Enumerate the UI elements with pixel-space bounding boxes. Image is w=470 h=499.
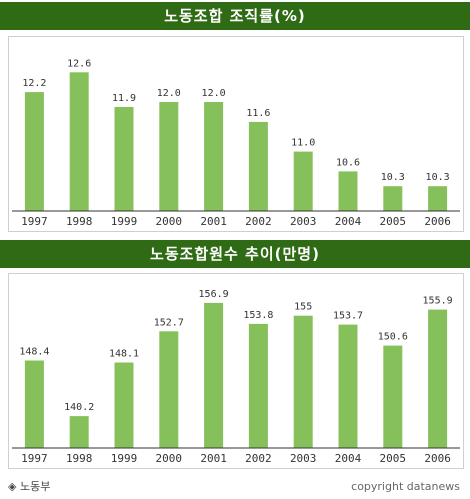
members-bar-2004 <box>338 324 358 448</box>
rate-tick-label-1998: 1998 <box>66 215 93 228</box>
members-tick-label-1997: 1997 <box>21 452 48 465</box>
chart-1-title: 노동조합 조직률(%) <box>0 2 470 30</box>
rate-bar-1998 <box>69 72 89 211</box>
rate-tick-label-2005: 2005 <box>380 215 407 228</box>
members-value-label-2000: 152.7 <box>154 317 184 328</box>
rate-value-label-1999: 11.9 <box>112 93 136 104</box>
rate-bar-2002 <box>248 121 268 211</box>
rate-tick-label-2003: 2003 <box>290 215 317 228</box>
members-bar-1999 <box>114 362 134 448</box>
members-bar-2005 <box>383 345 403 448</box>
rate-value-label-2005: 10.3 <box>381 172 405 183</box>
members-value-label-1997: 148.4 <box>19 347 49 358</box>
copyright-note: copyright datanews <box>351 480 460 493</box>
rate-value-label-2001: 12.0 <box>202 88 226 99</box>
members-value-label-2001: 156.9 <box>199 289 229 300</box>
chart-2-panel: 148.4 1997 140.2 1998 148.1 1999 152.7 2000 156.… <box>8 273 464 469</box>
rate-value-label-2006: 10.3 <box>426 172 450 183</box>
members-tick-label-2004: 2004 <box>335 452 362 465</box>
members-value-label-1998: 140.2 <box>64 402 94 413</box>
rate-tick-label-2000: 2000 <box>156 215 183 228</box>
rate-bar-1999 <box>114 107 134 211</box>
members-value-label-2003: 155 <box>294 302 312 313</box>
members-tick-label-1998: 1998 <box>66 452 93 465</box>
members-tick-label-2002: 2002 <box>245 452 272 465</box>
rate-value-label-2000: 12.0 <box>157 88 181 99</box>
rate-tick-label-2004: 2004 <box>335 215 362 228</box>
rate-bar-1997 <box>24 92 44 211</box>
members-value-label-2005: 150.6 <box>378 332 408 343</box>
rate-value-label-2002: 11.6 <box>246 108 270 119</box>
rate-tick-label-2006: 2006 <box>424 215 451 228</box>
rate-bar-2001 <box>204 102 224 211</box>
source-note: ◈ 노동부 <box>8 480 51 493</box>
rate-bar-2005 <box>383 186 403 211</box>
chart-2-title: 노동조합원수 추이(만명) <box>0 240 470 268</box>
members-value-label-1999: 148.1 <box>109 349 139 360</box>
members-bar-2001 <box>204 302 224 448</box>
members-tick-label-2003: 2003 <box>290 452 317 465</box>
rate-tick-label-2002: 2002 <box>245 215 272 228</box>
members-bar-2003 <box>293 315 313 448</box>
rate-value-label-2003: 11.0 <box>291 138 315 149</box>
members-bar-1997 <box>24 360 44 448</box>
chart-2-plot: 148.4 1997 140.2 1998 148.1 1999 152.7 2000 156.… <box>12 289 460 465</box>
members-tick-label-2000: 2000 <box>156 452 183 465</box>
members-value-label-2002: 153.8 <box>243 310 273 321</box>
chart-1-panel: 12.2 1997 12.6 1998 11.9 1999 12.0 2000 12.0 2001… <box>8 36 464 232</box>
rate-bar-2004 <box>338 171 358 211</box>
rate-bar-2006 <box>428 186 448 211</box>
members-value-label-2004: 153.7 <box>333 311 363 322</box>
rate-bar-2003 <box>293 151 313 211</box>
members-bar-2006 <box>428 309 448 448</box>
chart-1-plot: 12.2 1997 12.6 1998 11.9 1999 12.0 2000 12.0 2001… <box>12 58 460 228</box>
members-bar-1998 <box>69 416 89 448</box>
rate-tick-label-2001: 2001 <box>200 215 227 228</box>
rate-tick-label-1997: 1997 <box>21 215 48 228</box>
members-tick-label-1999: 1999 <box>111 452 138 465</box>
members-bar-2002 <box>248 323 268 448</box>
rate-bar-2000 <box>159 102 179 211</box>
rate-tick-label-1999: 1999 <box>111 215 138 228</box>
rate-value-label-1998: 12.6 <box>67 58 91 69</box>
members-bar-2000 <box>159 331 179 448</box>
members-value-label-2006: 155.9 <box>423 296 453 307</box>
members-tick-label-2001: 2001 <box>200 452 227 465</box>
members-tick-label-2006: 2006 <box>424 452 451 465</box>
rate-value-label-2004: 10.6 <box>336 157 360 168</box>
rate-value-label-1997: 12.2 <box>22 78 46 89</box>
members-tick-label-2005: 2005 <box>380 452 407 465</box>
